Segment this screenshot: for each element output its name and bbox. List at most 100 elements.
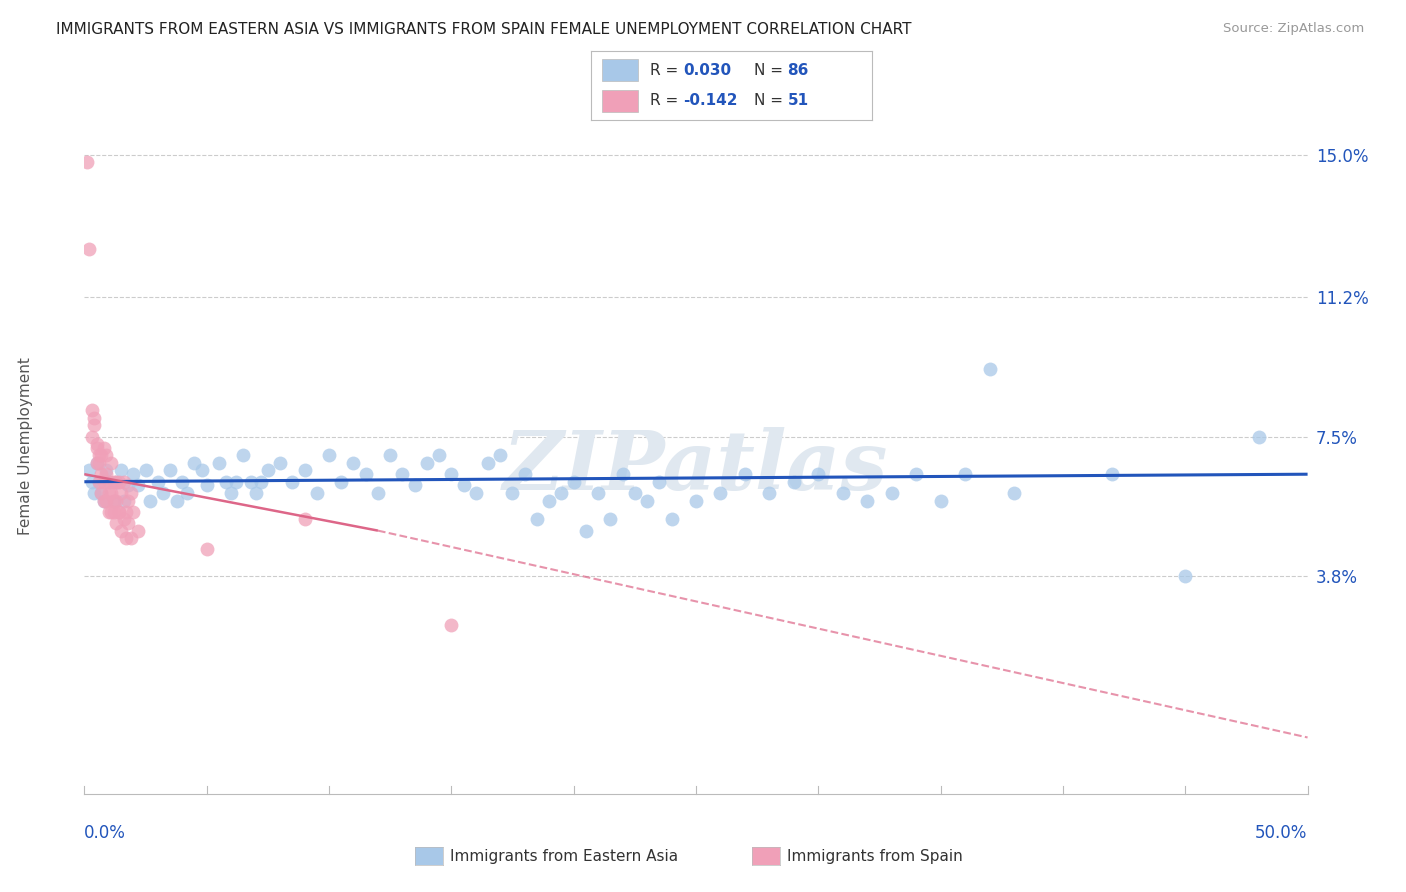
Point [139,493,162,508]
Point [380,449,402,463]
Point [100,486,122,500]
Point [105,475,128,489]
Point [80,429,103,443]
Point [90,449,112,463]
Point [76,155,98,169]
Point [586,486,609,500]
Point [120,486,142,500]
Point [97,486,120,500]
Text: 0.0%: 0.0% [84,824,127,842]
Point [83,486,105,500]
Point [112,512,135,526]
Point [856,493,879,508]
Text: 0.030: 0.030 [683,62,731,78]
Point [97,475,120,489]
Point [354,467,377,482]
Point [979,362,1001,376]
Point [110,463,132,477]
Text: ZIPatlas: ZIPatlas [503,427,889,507]
Point [318,449,340,463]
Point [219,486,242,500]
Point [115,531,138,545]
Point [117,493,139,508]
Point [294,463,316,477]
Point [225,475,247,489]
Point [93,475,115,489]
Point [107,505,129,519]
Point [685,493,707,508]
Point [135,463,157,477]
Point [90,486,112,500]
Point [105,516,128,530]
Text: Female Unemployment: Female Unemployment [18,357,34,535]
Bar [602,59,638,81]
Point [1101,467,1123,482]
Point [249,475,271,489]
Point [489,449,512,463]
Text: N =: N = [754,62,787,78]
Point [96,463,118,477]
Point [83,418,105,433]
Text: R =: R = [650,62,683,78]
Point [239,475,262,489]
Point [232,449,254,463]
Point [152,486,174,500]
Point [77,242,100,256]
Point [257,463,280,477]
Point [305,486,328,500]
Point [86,441,108,455]
Point [110,524,132,538]
Point [208,456,231,470]
Point [464,486,486,500]
Point [103,493,125,508]
Point [269,456,291,470]
Point [176,486,198,500]
Point [195,542,218,557]
Point [105,475,128,489]
Point [110,486,132,500]
Point [330,475,353,489]
Point [87,449,110,463]
Point [562,475,585,489]
Point [120,531,142,545]
Point [550,486,572,500]
Point [90,467,112,482]
Point [96,493,118,508]
Bar [602,90,638,112]
Point [90,486,112,500]
Point [117,516,139,530]
Point [538,493,561,508]
Point [783,475,806,489]
Text: R =: R = [650,94,683,109]
Point [636,493,658,508]
Point [97,475,120,489]
Point [599,512,621,526]
Point [103,505,125,519]
Point [172,475,194,489]
Point [107,475,129,489]
Point [661,512,683,526]
Point [624,486,647,500]
Text: IMMIGRANTS FROM EASTERN ASIA VS IMMIGRANTS FROM SPAIN FEMALE UNEMPLOYMENT CORREL: IMMIGRANTS FROM EASTERN ASIA VS IMMIGRAN… [56,22,911,37]
Point [391,467,413,482]
Point [342,456,364,470]
Point [183,456,205,470]
Point [93,441,115,455]
Point [122,467,145,482]
Point [96,449,118,463]
Point [575,524,598,538]
Text: N =: N = [754,94,787,109]
Text: 50.0%: 50.0% [1256,824,1308,842]
Point [501,486,523,500]
Point [526,512,548,526]
Point [166,493,188,508]
Point [77,463,100,477]
Point [93,493,115,508]
Point [86,437,108,451]
Point [86,456,108,470]
Point [83,410,105,425]
Point [612,467,634,482]
Point [513,467,536,482]
Point [146,475,169,489]
Text: Source: ZipAtlas.com: Source: ZipAtlas.com [1223,22,1364,36]
